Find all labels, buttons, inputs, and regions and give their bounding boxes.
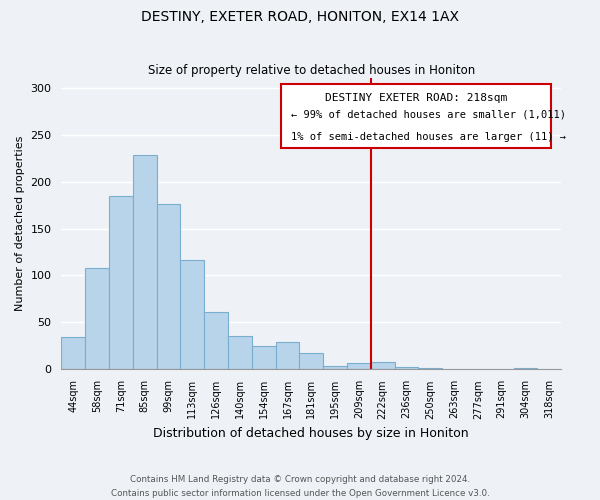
Bar: [157, 204, 181, 370]
X-axis label: Distribution of detached houses by size in Honiton: Distribution of detached houses by size …: [154, 427, 469, 440]
Bar: [323, 366, 347, 370]
Text: ← 99% of detached houses are smaller (1,011): ← 99% of detached houses are smaller (1,…: [291, 110, 566, 120]
Bar: [181, 260, 204, 370]
Bar: [418, 368, 442, 370]
Bar: [85, 268, 109, 370]
Bar: [371, 362, 395, 370]
Text: Contains HM Land Registry data © Crown copyright and database right 2024.
Contai: Contains HM Land Registry data © Crown c…: [110, 476, 490, 498]
Bar: [252, 346, 275, 370]
Bar: [299, 352, 323, 370]
Bar: [228, 336, 252, 370]
Y-axis label: Number of detached properties: Number of detached properties: [15, 136, 25, 312]
Text: DESTINY EXETER ROAD: 218sqm: DESTINY EXETER ROAD: 218sqm: [325, 92, 508, 102]
Title: Size of property relative to detached houses in Honiton: Size of property relative to detached ho…: [148, 64, 475, 77]
Bar: [275, 342, 299, 369]
Bar: [133, 155, 157, 370]
Bar: [347, 363, 371, 370]
Text: DESTINY, EXETER ROAD, HONITON, EX14 1AX: DESTINY, EXETER ROAD, HONITON, EX14 1AX: [141, 10, 459, 24]
Bar: [514, 368, 538, 370]
FancyBboxPatch shape: [281, 84, 551, 148]
Bar: [204, 312, 228, 370]
Bar: [109, 196, 133, 370]
Bar: [395, 366, 418, 370]
Text: 1% of semi-detached houses are larger (11) →: 1% of semi-detached houses are larger (1…: [291, 132, 566, 141]
Bar: [442, 368, 466, 370]
Bar: [61, 336, 85, 370]
